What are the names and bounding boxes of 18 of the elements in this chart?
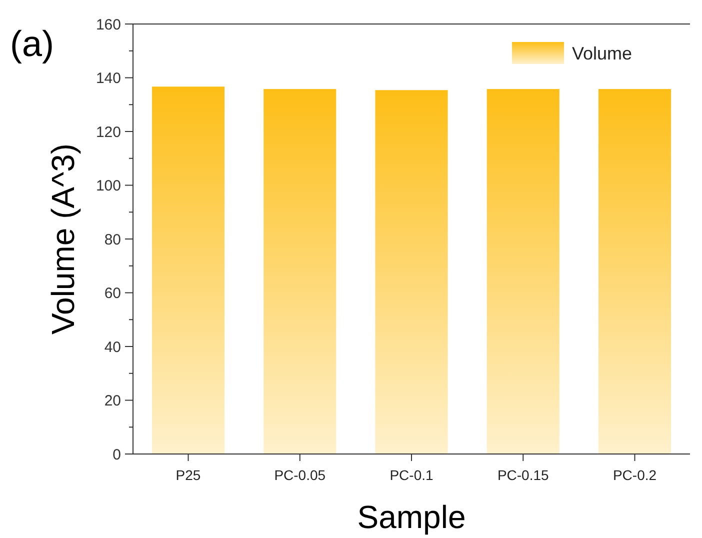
x-tick-label: PC-0.2: [612, 467, 657, 483]
y-tick-label: 20: [104, 392, 121, 410]
y-tick-label: 80: [104, 231, 121, 248]
y-tick-label: 0: [112, 446, 121, 464]
y-tick-label: 60: [104, 285, 121, 302]
y-tick-label: 100: [96, 178, 121, 194]
x-tick-label: P25: [176, 467, 201, 483]
y-tick-label: 160: [96, 16, 121, 34]
x-tick-label: PC-0.05: [274, 467, 326, 483]
legend-label: Volume: [572, 43, 632, 64]
x-tick-label: PC-0.1: [390, 467, 434, 483]
y-tick-label: 120: [96, 124, 121, 141]
x-tick-label: PC-0.15: [497, 467, 550, 483]
text: (a): [10, 23, 54, 64]
y-axis-title: Volume (A^3): [45, 143, 81, 335]
y-tick-label: 40: [104, 338, 121, 356]
y-tick-label: 140: [96, 70, 121, 87]
x-axis-title: Sample: [357, 499, 466, 535]
